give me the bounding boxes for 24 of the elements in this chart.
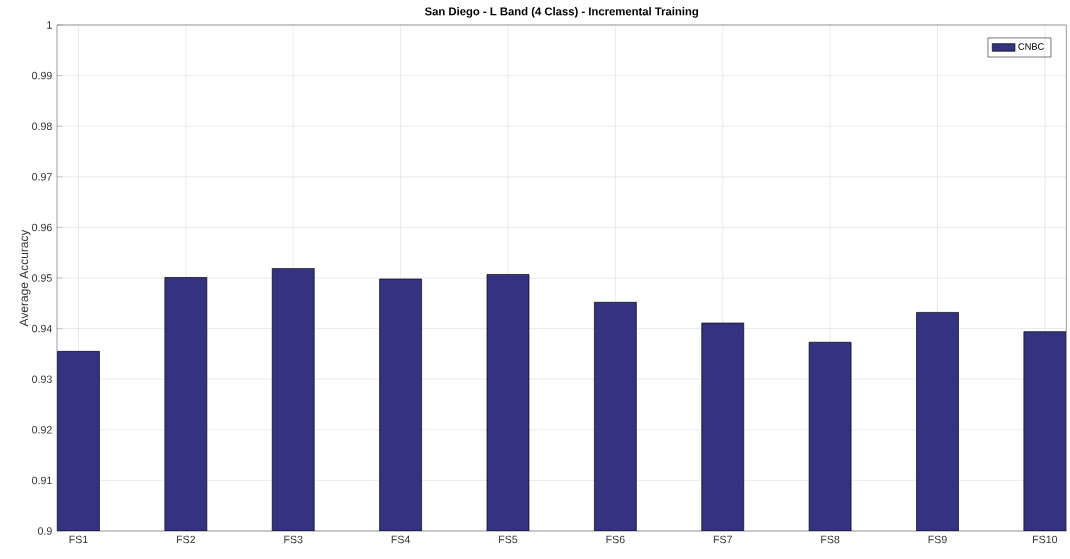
- y-tick-label: 1: [47, 21, 52, 29]
- y-tick-label: 0.94: [32, 324, 52, 333]
- x-tick-label: FS2: [176, 535, 196, 544]
- x-tick-label: FS8: [821, 535, 840, 544]
- x-tick-label: FS1: [69, 535, 88, 544]
- chart-title: San Diego - L Band (4 Class) - Incremental Training: [424, 7, 699, 18]
- x-tick-label: FS9: [928, 535, 947, 544]
- y-tick-label: 0.92: [32, 426, 52, 434]
- y-tick-label: 0.98: [32, 122, 52, 130]
- x-tick-label: FS7: [713, 535, 732, 544]
- y-axis-title: Average Accuracy: [19, 229, 31, 327]
- y-tick-label: 0.91: [32, 476, 52, 485]
- y-tick-label: 0.95: [32, 274, 52, 282]
- x-tick-label: FS3: [284, 535, 303, 544]
- y-tick-label: 0.97: [32, 173, 52, 181]
- y-tick-label: 0.96: [32, 223, 52, 232]
- x-tick-label: FS6: [606, 535, 625, 544]
- legend-label: CNBC: [1018, 43, 1044, 50]
- x-tick-label: FS5: [499, 535, 518, 544]
- x-tick-label: FS10: [1033, 535, 1058, 544]
- y-tick-label: 0.9: [37, 527, 52, 535]
- y-tick-label: 0.93: [32, 375, 52, 383]
- y-tick-label: 0.99: [32, 71, 52, 80]
- x-tick-label: FS4: [391, 535, 411, 544]
